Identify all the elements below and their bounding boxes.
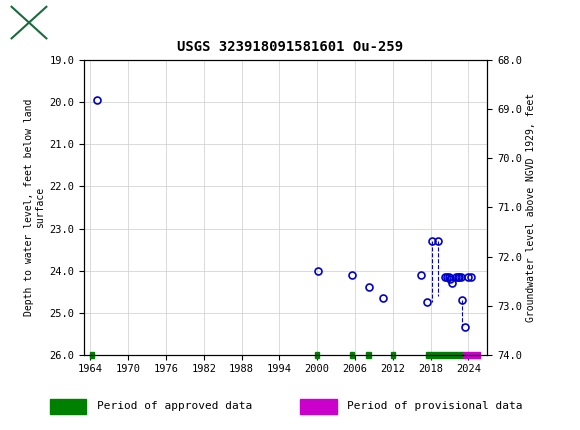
- Y-axis label: Depth to water level, feet below land
surface: Depth to water level, feet below land su…: [24, 99, 45, 316]
- Bar: [50, 399, 86, 414]
- Bar: [391, 352, 394, 358]
- Text: Period of approved data: Period of approved data: [97, 401, 252, 412]
- Text: Period of provisional data: Period of provisional data: [347, 401, 523, 412]
- Bar: [463, 352, 480, 358]
- Y-axis label: Groundwater level above NGVD 1929, feet: Groundwater level above NGVD 1929, feet: [526, 93, 536, 322]
- Bar: [367, 352, 371, 358]
- Bar: [300, 399, 337, 414]
- Bar: [426, 352, 463, 358]
- Text: USGS: USGS: [52, 15, 99, 30]
- Bar: [12, 7, 46, 38]
- Bar: [350, 352, 354, 358]
- Text: USGS 323918091581601 Ou-259: USGS 323918091581601 Ou-259: [177, 40, 403, 54]
- Bar: [90, 352, 93, 358]
- Bar: [316, 352, 319, 358]
